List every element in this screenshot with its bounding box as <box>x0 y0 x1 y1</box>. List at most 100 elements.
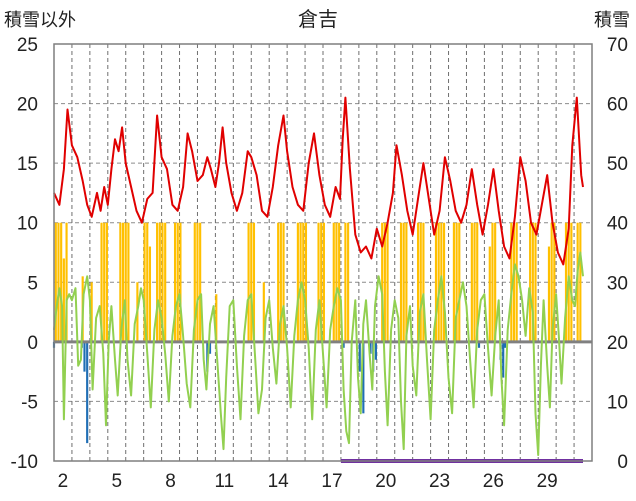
orange-bar <box>54 222 57 342</box>
x-tick-label: 20 <box>375 471 396 492</box>
orange-bar <box>143 222 146 342</box>
orange-bar <box>252 222 256 342</box>
blue-bar <box>369 341 372 354</box>
orange-bar <box>381 222 384 342</box>
plot-frame <box>53 43 593 462</box>
orange-bar <box>247 222 250 342</box>
orange-bar <box>550 222 553 342</box>
plot-border <box>53 43 593 462</box>
blue-bar <box>477 341 481 348</box>
orange-bar <box>422 222 425 342</box>
orange-bar <box>158 222 161 342</box>
chart-title: 倉吉 <box>298 8 338 31</box>
orange-bar <box>491 222 494 342</box>
orange-bar <box>317 222 320 342</box>
left-tick-label: -10 <box>11 452 38 473</box>
left-tick-label: 20 <box>17 95 38 116</box>
orange-bar <box>320 222 323 342</box>
orange-bar <box>302 222 305 342</box>
orange-bar <box>473 222 476 342</box>
orange-bar <box>383 222 386 342</box>
orange-bar <box>553 222 556 342</box>
orange-bar <box>434 222 438 342</box>
right-tick-label: 30 <box>607 273 628 294</box>
orange-bar <box>455 222 458 342</box>
left-tick-label: 10 <box>17 214 38 235</box>
orange-bar <box>405 222 408 342</box>
orange-bar <box>488 246 491 342</box>
orange-bar <box>282 222 285 342</box>
orange-bar <box>156 222 159 342</box>
orange-bar <box>127 222 130 342</box>
right-tick-label: 60 <box>607 95 628 116</box>
orange-bar <box>60 222 63 342</box>
orange-bar <box>199 222 202 342</box>
orange-bar <box>458 222 461 342</box>
orange-bar <box>148 246 152 342</box>
orange-bar <box>250 222 253 342</box>
left-tick-label: 5 <box>27 273 38 294</box>
orange-bar <box>386 222 389 342</box>
orange-bar <box>510 222 513 342</box>
blue-bar <box>83 341 86 372</box>
green-line <box>53 251 584 456</box>
orange-bar <box>399 222 403 342</box>
right-tick-label: 70 <box>607 35 628 56</box>
blue-bar <box>362 341 365 414</box>
orange-bar <box>161 222 164 342</box>
orange-bar <box>196 222 199 342</box>
orange-bar <box>547 246 551 342</box>
orange-bar <box>322 222 325 342</box>
orange-bar <box>416 222 420 342</box>
orange-bar <box>437 222 440 342</box>
orange-bar <box>262 282 265 342</box>
orange-bar <box>494 222 497 342</box>
right-tick-label: 50 <box>607 154 628 175</box>
orange-bar <box>164 222 167 342</box>
left-tick-label: 15 <box>17 154 38 175</box>
orange-bar <box>57 222 60 342</box>
orange-bar <box>279 222 282 342</box>
orange-bar <box>124 222 127 342</box>
orange-bar <box>515 222 518 342</box>
right-tick-label: 10 <box>607 392 628 413</box>
x-tick-label: 11 <box>214 471 234 492</box>
blue-bar <box>208 341 212 354</box>
orange-bar <box>176 222 179 342</box>
orange-bar <box>442 222 446 342</box>
orange-bar <box>65 222 68 342</box>
blue-bar <box>374 341 377 360</box>
x-tick-label: 5 <box>111 471 122 492</box>
orange-bar <box>179 222 182 342</box>
orange-bar <box>347 222 350 342</box>
orange-bar <box>277 222 280 342</box>
orange-bar <box>304 222 308 342</box>
orange-bar <box>103 222 106 342</box>
orange-bar <box>402 222 405 342</box>
right-tick-label: 40 <box>607 214 628 235</box>
x-tick-label: 8 <box>165 471 176 492</box>
blue-bar <box>502 341 505 378</box>
left-tick-label: -5 <box>21 392 38 413</box>
orange-bar <box>90 282 93 342</box>
orange-bar <box>512 222 516 342</box>
orange-bar <box>62 258 65 342</box>
orange-bar <box>146 222 149 342</box>
orange-bar <box>531 222 534 342</box>
blue-bar <box>358 341 361 372</box>
orange-bar <box>193 222 196 342</box>
left-tick-label: 0 <box>27 333 38 354</box>
orange-bar <box>119 222 122 342</box>
x-tick-label: 29 <box>537 471 558 492</box>
x-tick-label: 26 <box>483 471 504 492</box>
right-axis-label: 積雪 <box>594 10 630 30</box>
blue-bar <box>342 341 345 348</box>
x-tick-label: 23 <box>429 471 450 492</box>
orange-bar <box>564 222 568 342</box>
orange-bar <box>121 222 125 342</box>
left-tick-label: 25 <box>17 35 38 56</box>
orange-bar <box>570 222 573 342</box>
orange-bar <box>105 222 108 342</box>
